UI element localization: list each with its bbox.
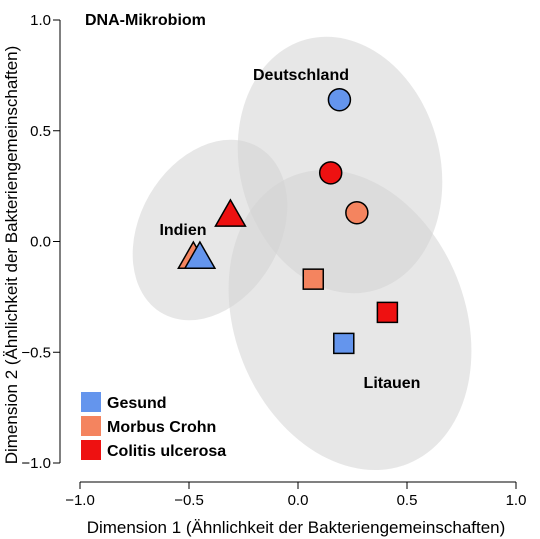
legend-swatch-morbus-crohn: [81, 416, 101, 436]
data-points: [177, 87, 399, 355]
ellipse-litauen: [228, 169, 472, 471]
point-litauen-gesund: [333, 332, 355, 355]
group-label-deutschland: Deutschland: [253, 67, 349, 84]
point-deutschland-gesund: [327, 87, 352, 112]
x-axis-title: Dimension 1 (Ähnlichkeit der Bakterienge…: [87, 518, 506, 537]
legend-label-morbus-crohn: Morbus Crohn: [107, 419, 216, 436]
tick-marks: −1.0 −0.5 0.0 0.5 1.0 −1.0 −0.5 0.0 0.5 1.0: [21, 12, 526, 509]
x-tick-label: 1.0: [506, 492, 527, 509]
point-indien-colitis-ulcerosa: [214, 198, 247, 227]
y-axis-title: Dimension 2 (Ähnlichkeit der Bakterienge…: [2, 46, 21, 465]
x-tick-label: −0.5: [174, 492, 204, 509]
y-tick-label: 0.5: [30, 123, 51, 140]
group-label-indien: Indien: [159, 222, 206, 239]
y-tick-label: 1.0: [30, 12, 51, 29]
point-litauen-morbus-crohn: [302, 268, 325, 290]
point-deutschland-colitis-ulcerosa: [318, 161, 343, 185]
group-labels: Deutschland Indien Litauen: [159, 67, 420, 392]
y-tick-label: 0.0: [30, 234, 51, 251]
legend-swatch-gesund: [81, 392, 101, 412]
point-indien-gesund: [183, 240, 217, 270]
point-litauen-colitis-ulcerosa: [376, 301, 399, 324]
chart-title: DNA-Mikrobiom: [85, 12, 206, 29]
legend: Gesund Morbus Crohn Colitis ulcerosa: [81, 392, 226, 460]
x-tick-label: 0.5: [397, 492, 418, 509]
group-label-litauen: Litauen: [364, 375, 421, 392]
y-tick-label: −0.5: [21, 344, 51, 361]
legend-label-colitis-ulcerosa: Colitis ulcerosa: [107, 443, 226, 460]
x-tick-label: 0.0: [288, 492, 309, 509]
group-ellipses: [132, 36, 472, 471]
point-deutschland-morbus-crohn: [345, 200, 369, 225]
y-tick-label: −1.0: [21, 455, 51, 472]
x-tick-label: −1.0: [65, 492, 95, 509]
legend-swatch-colitis-ulcerosa: [81, 440, 101, 460]
legend-label-gesund: Gesund: [107, 395, 167, 412]
